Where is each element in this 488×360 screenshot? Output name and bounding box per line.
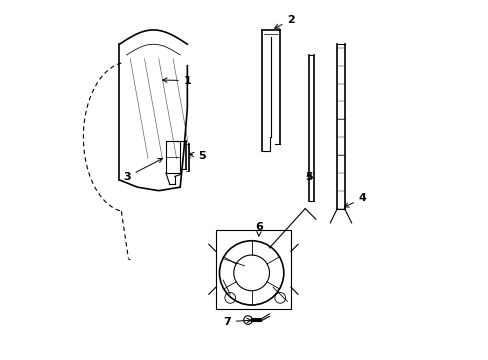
Text: 4: 4 (344, 193, 366, 207)
Bar (165, 141, 180, 173)
Text: 5: 5 (305, 172, 312, 182)
Text: 6: 6 (255, 222, 263, 236)
Text: 1: 1 (163, 76, 191, 86)
Text: 7: 7 (223, 317, 251, 327)
Text: 2: 2 (274, 15, 295, 28)
Text: 3: 3 (123, 158, 162, 182)
Text: 5: 5 (189, 150, 205, 161)
